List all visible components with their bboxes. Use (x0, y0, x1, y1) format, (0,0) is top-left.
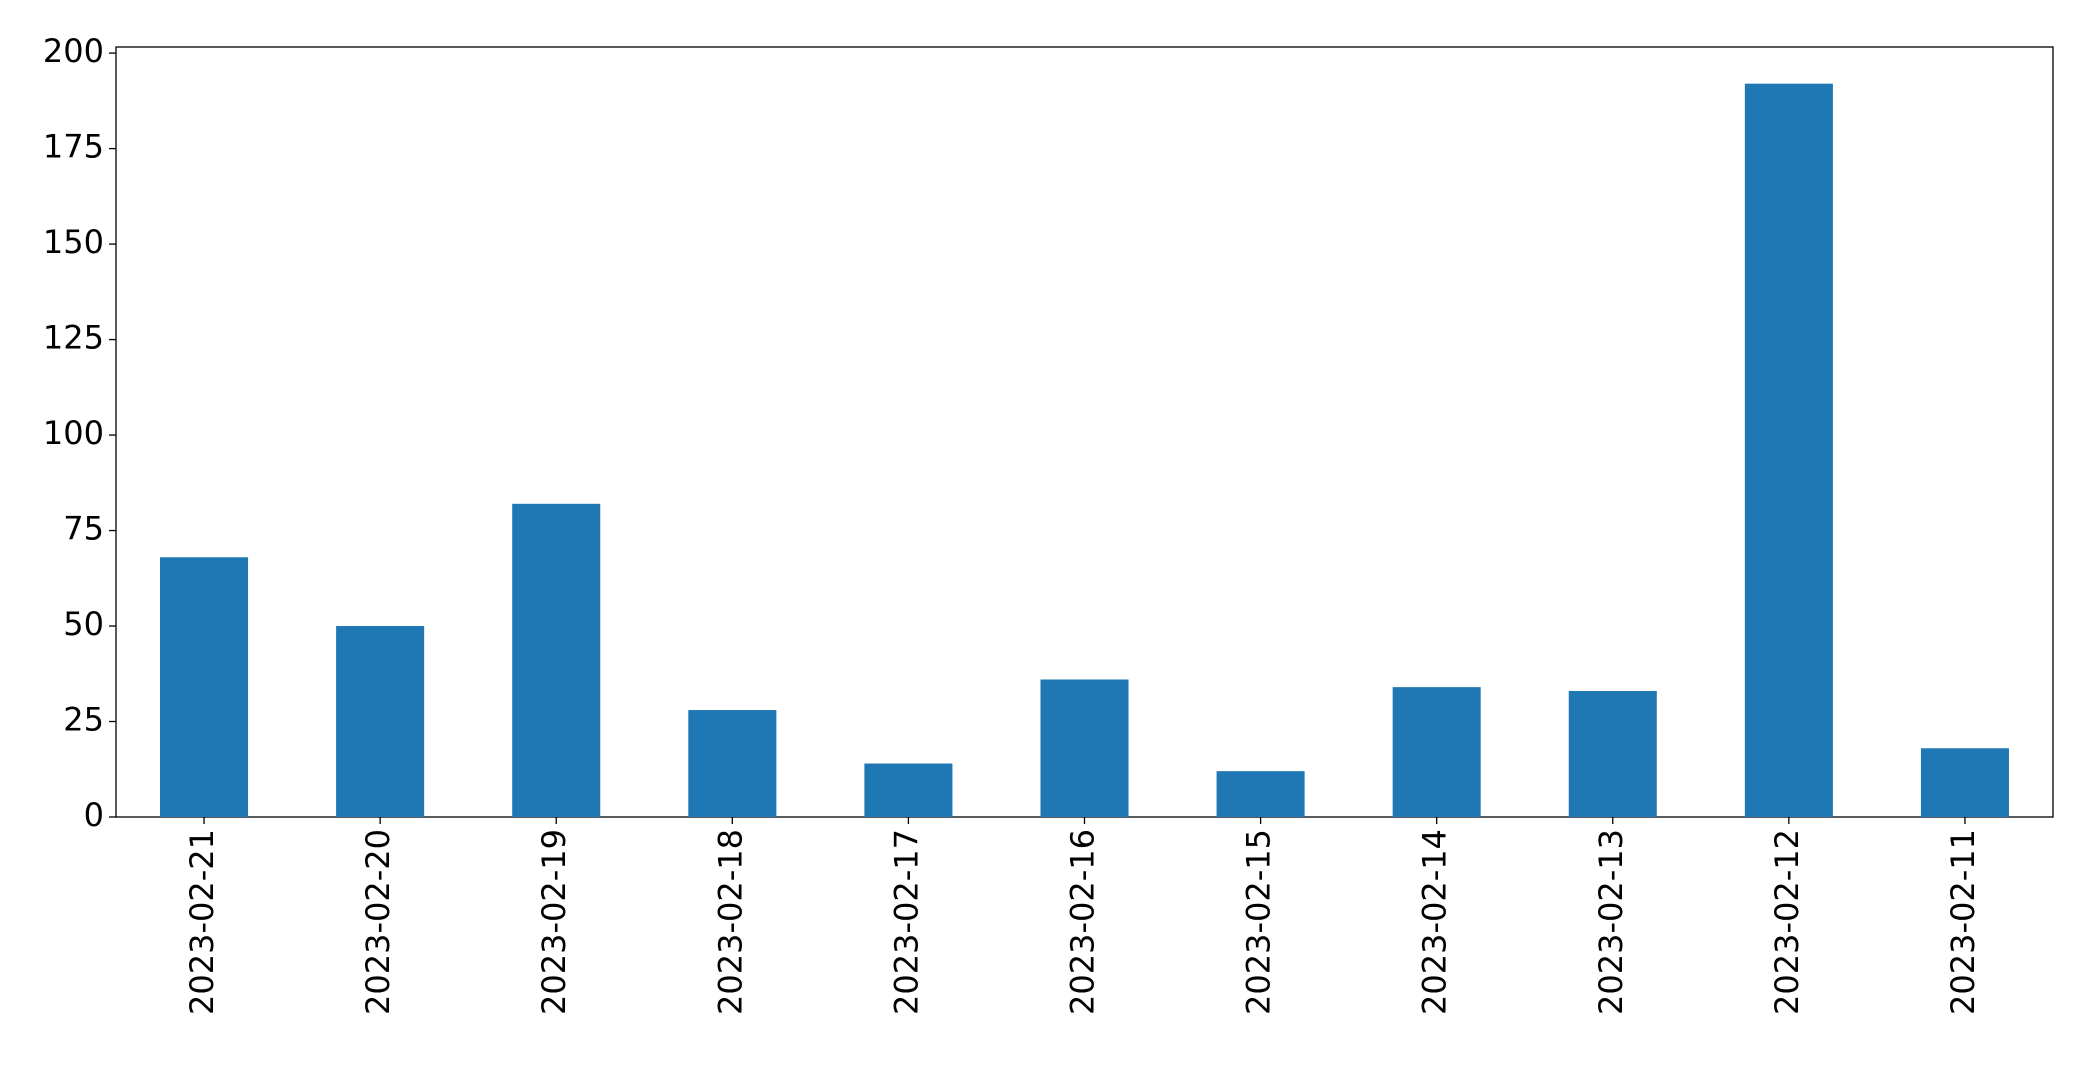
x-tick-label: 2023-02-16 (1064, 829, 1102, 1015)
bar (1568, 690, 1657, 817)
y-tick-label: 100 (43, 414, 104, 452)
y-tick-label: 200 (43, 32, 104, 70)
x-tick-label: 2023-02-15 (1240, 829, 1278, 1015)
y-tick-label: 150 (43, 223, 104, 261)
x-tick-label: 2023-02-11 (1944, 829, 1982, 1015)
bar (1392, 687, 1481, 817)
x-tick-label: 2023-02-12 (1768, 829, 1806, 1015)
bar (864, 763, 953, 817)
x-tick-label: 2023-02-20 (359, 829, 397, 1015)
y-tick-label: 75 (63, 510, 104, 548)
bar (1216, 771, 1305, 817)
bar (336, 626, 425, 817)
x-tick-label: 2023-02-17 (887, 829, 925, 1015)
y-tick-label: 0 (84, 796, 104, 834)
bar (160, 557, 249, 817)
x-tick-label: 2023-02-14 (1416, 829, 1454, 1015)
y-tick-label: 125 (43, 319, 104, 357)
y-tick-label: 175 (43, 128, 104, 166)
y-tick-label: 25 (63, 701, 104, 739)
x-tick-label: 2023-02-21 (183, 829, 221, 1015)
y-tick-label: 50 (63, 605, 104, 643)
bar (1744, 83, 1833, 817)
x-tick-label: 2023-02-19 (535, 829, 573, 1015)
x-tick-label: 2023-02-13 (1592, 829, 1630, 1015)
bar (1920, 748, 2009, 817)
bar (688, 710, 777, 817)
bar (512, 503, 601, 817)
bar (1040, 679, 1129, 817)
x-tick-label: 2023-02-18 (711, 829, 749, 1015)
